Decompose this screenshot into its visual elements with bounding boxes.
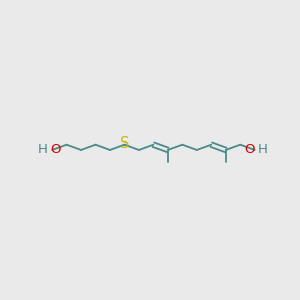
Text: O: O (50, 143, 60, 156)
Text: H: H (258, 143, 268, 156)
Text: S: S (120, 136, 129, 152)
Text: H: H (38, 143, 47, 156)
Text: O: O (244, 143, 255, 156)
